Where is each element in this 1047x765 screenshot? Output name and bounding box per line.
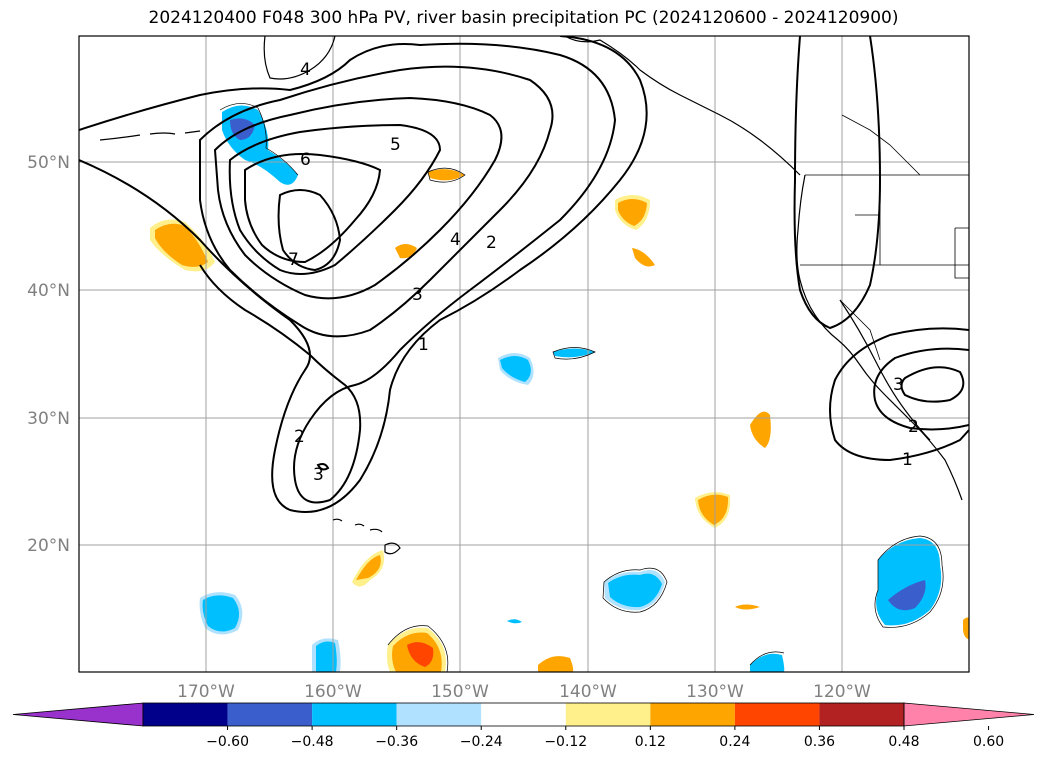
lon-label: 170°W (177, 682, 235, 702)
lon-label: 160°W (304, 682, 362, 702)
colorbar-tick-label: −0.24 (460, 734, 503, 750)
colorbar-outline (142, 702, 905, 727)
colorbar-swatch (396, 703, 482, 726)
colorbar-tick-label: 0.12 (635, 734, 666, 750)
colorbar-swatch (481, 703, 566, 726)
colorbar-swatch (650, 703, 735, 726)
colorbar-swatch (565, 703, 651, 726)
contour-label: 2 (294, 427, 305, 447)
contour-label: 3 (313, 465, 324, 485)
contour-label: 4 (450, 230, 461, 250)
contour-label: 3 (412, 285, 423, 305)
colorbar-swatch (143, 703, 228, 726)
contour-labels: 1 2 3 4 5 6 7 4 2 3 1 2 3 (288, 60, 919, 485)
lon-label: 120°W (813, 682, 871, 702)
graticule (79, 36, 969, 672)
colorbar-tick-label: −0.60 (206, 734, 249, 750)
contour-label: 7 (288, 250, 299, 270)
contour-label: 4 (300, 60, 311, 80)
contour-label: 2 (486, 233, 497, 253)
lon-label: 130°W (686, 682, 744, 702)
lat-axis-labels: 50°N 40°N 30°N 20°N (27, 153, 70, 556)
map-background (79, 36, 969, 672)
contour-label: 5 (390, 135, 401, 155)
lon-label: 140°W (559, 682, 617, 702)
contour-label: 2 (908, 417, 919, 437)
colorbar-tick-label: 0.48 (888, 734, 919, 750)
map-title: 2024120400 F048 300 hPa PV, river basin … (148, 8, 899, 28)
contour-label: 1 (902, 450, 913, 470)
colorbar-tick-label: 0.36 (804, 734, 835, 750)
colorbar-extension-high (903, 702, 1035, 727)
borders (800, 114, 969, 361)
colorbar-tick-label: −0.36 (375, 734, 418, 750)
colorbar-tick-label: 0.24 (719, 734, 750, 750)
lat-label: 30°N (27, 409, 70, 429)
contour-label: 3 (893, 375, 904, 395)
colorbar-swatch (227, 703, 313, 726)
lat-label: 40°N (27, 281, 70, 301)
lon-label: 150°W (431, 682, 489, 702)
colorbar-swatch (734, 703, 820, 726)
colorbar-swatch (819, 703, 904, 726)
contour-label: 1 (418, 335, 429, 355)
colorbar: −0.60 −0.48 −0.36 −0.24 −0.12 0.12 0.24 0.36 0.4… (12, 702, 1035, 750)
colorbar-extension-low (12, 702, 144, 727)
pv-contours (79, 36, 969, 513)
precip-shading (150, 105, 969, 672)
colorbar-tick-label: −0.12 (544, 734, 587, 750)
colorbar-tick-label: −0.48 (291, 734, 334, 750)
contour-label: 6 (300, 150, 311, 170)
shading-outlines (219, 103, 944, 672)
map-frame (78, 35, 970, 673)
colorbar-swatch (312, 703, 397, 726)
lon-axis-labels: 170°W 160°W 150°W 140°W 130°W 120°W (177, 682, 871, 702)
lat-label: 20°N (27, 536, 70, 556)
lat-label: 50°N (27, 153, 70, 173)
colorbar-tick-label: 0.60 (973, 734, 1004, 750)
